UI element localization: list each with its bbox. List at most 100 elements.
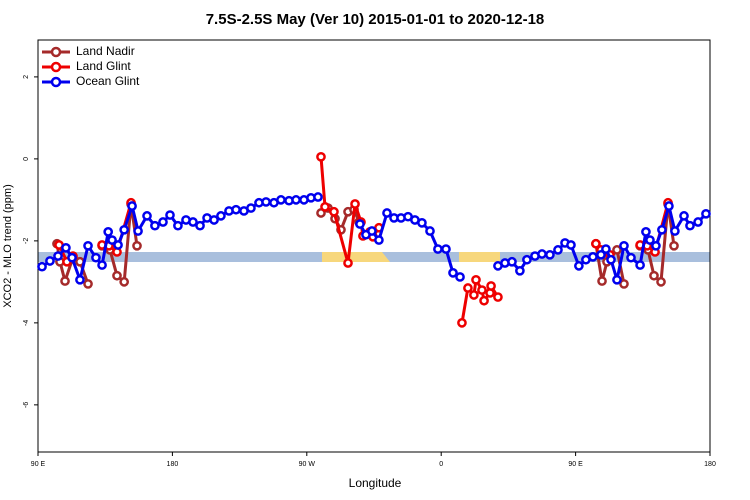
data-point	[566, 240, 576, 250]
data-point	[45, 256, 55, 266]
data-point	[75, 274, 85, 285]
data-point	[606, 254, 616, 265]
data-point	[165, 210, 175, 220]
data-point	[83, 240, 93, 251]
data-point	[522, 254, 532, 265]
data-point	[619, 279, 629, 289]
data-point	[471, 274, 481, 285]
data-point	[448, 268, 458, 278]
data-point	[664, 201, 674, 211]
data-point	[626, 252, 636, 263]
data-point	[477, 285, 487, 295]
data-point	[619, 240, 629, 251]
data-point	[61, 242, 71, 253]
data-point	[635, 260, 645, 270]
legend-label: Land Nadir	[76, 44, 135, 58]
data-point	[417, 217, 427, 228]
data-point	[591, 238, 601, 249]
data-point	[651, 240, 661, 251]
data-point	[313, 192, 323, 202]
data-point	[367, 226, 377, 236]
data-point	[107, 235, 117, 245]
data-point	[425, 226, 435, 236]
data-point	[656, 277, 666, 287]
data-point	[119, 277, 130, 287]
y-tick-label: 0	[23, 157, 30, 161]
x-tick-label: 90 E	[568, 461, 583, 468]
data-point	[119, 224, 130, 235]
data-point	[158, 217, 168, 227]
data-point	[588, 252, 598, 262]
data-point	[515, 265, 525, 276]
x-tick-label: 90 E	[31, 461, 46, 468]
land-band	[322, 252, 390, 262]
data-point	[645, 235, 655, 245]
data-point	[97, 260, 107, 270]
data-point	[601, 244, 611, 254]
data-point	[685, 220, 695, 231]
data-point	[701, 208, 711, 219]
data-point	[612, 245, 622, 255]
data-point	[545, 249, 555, 260]
data-point	[382, 208, 392, 218]
data-point	[574, 261, 584, 271]
data-point	[276, 195, 286, 205]
data-point	[355, 219, 365, 229]
data-point	[441, 244, 451, 254]
data-point	[433, 244, 443, 254]
data-point	[343, 258, 353, 268]
data-point	[195, 220, 205, 231]
data-point	[649, 270, 659, 281]
data-point	[455, 272, 465, 282]
data-point	[188, 217, 198, 227]
data-point	[37, 261, 47, 272]
data-point	[507, 256, 517, 267]
y-tick-label: 2	[23, 75, 30, 79]
data-point	[133, 226, 143, 236]
data-point	[127, 201, 137, 211]
data-point	[537, 249, 547, 259]
data-point	[150, 220, 160, 231]
legend-label: Land Glint	[76, 59, 131, 73]
legend-marker	[50, 46, 62, 58]
chart-title: 7.5S-2.5S May (Ver 10) 2015-01-01 to 202…	[206, 11, 545, 28]
data-point	[463, 283, 473, 293]
data-point	[83, 279, 93, 289]
x-tick-label: 180	[704, 461, 716, 468]
data-point	[320, 201, 330, 212]
y-axis-label: XCO2 - MLO trend (ppm)	[2, 184, 14, 307]
data-point	[329, 206, 339, 217]
data-point	[209, 215, 219, 225]
data-point	[597, 276, 607, 286]
data-point	[670, 226, 680, 236]
data-point	[553, 245, 563, 255]
data-point	[612, 274, 622, 285]
y-tick-label: -6	[23, 402, 30, 408]
data-point	[350, 199, 360, 209]
data-point	[469, 290, 479, 300]
data-point	[261, 197, 271, 207]
data-point	[132, 240, 142, 251]
data-point	[91, 252, 101, 263]
series	[37, 192, 711, 285]
data-point	[316, 151, 326, 162]
data-point	[142, 211, 152, 221]
x-tick-label: 0	[439, 461, 443, 468]
data-point	[657, 224, 667, 235]
data-point	[693, 217, 703, 227]
land-band	[459, 252, 500, 262]
legend-label: Ocean Glint	[76, 74, 140, 88]
data-point	[679, 211, 689, 221]
data-point	[669, 240, 679, 251]
data-point	[53, 251, 63, 261]
data-point	[216, 211, 226, 221]
data-point	[291, 195, 301, 205]
x-tick-label: 180	[167, 461, 179, 468]
data-point	[112, 270, 122, 281]
data-point	[113, 240, 123, 250]
y-tick-label: -2	[23, 238, 30, 244]
data-point	[641, 227, 651, 237]
